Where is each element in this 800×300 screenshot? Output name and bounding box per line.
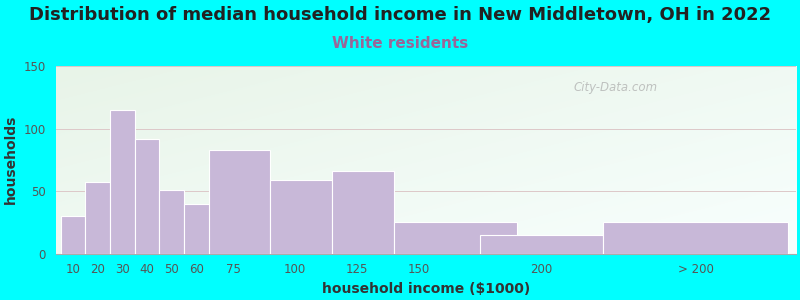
Bar <box>134 139 159 254</box>
Bar <box>159 190 184 254</box>
Text: Distribution of median household income in New Middletown, OH in 2022: Distribution of median household income … <box>29 6 771 24</box>
Bar <box>86 182 110 254</box>
X-axis label: household income ($1000): household income ($1000) <box>322 282 530 296</box>
Y-axis label: households: households <box>4 115 18 205</box>
Bar <box>209 150 270 254</box>
Bar <box>332 171 394 253</box>
Bar <box>110 110 134 254</box>
Bar <box>184 203 221 254</box>
Bar <box>270 180 332 254</box>
Bar <box>394 222 517 254</box>
Bar <box>603 222 789 254</box>
Bar <box>480 235 603 254</box>
Bar <box>61 216 86 254</box>
Text: City-Data.com: City-Data.com <box>574 81 658 94</box>
Text: White residents: White residents <box>332 36 468 51</box>
